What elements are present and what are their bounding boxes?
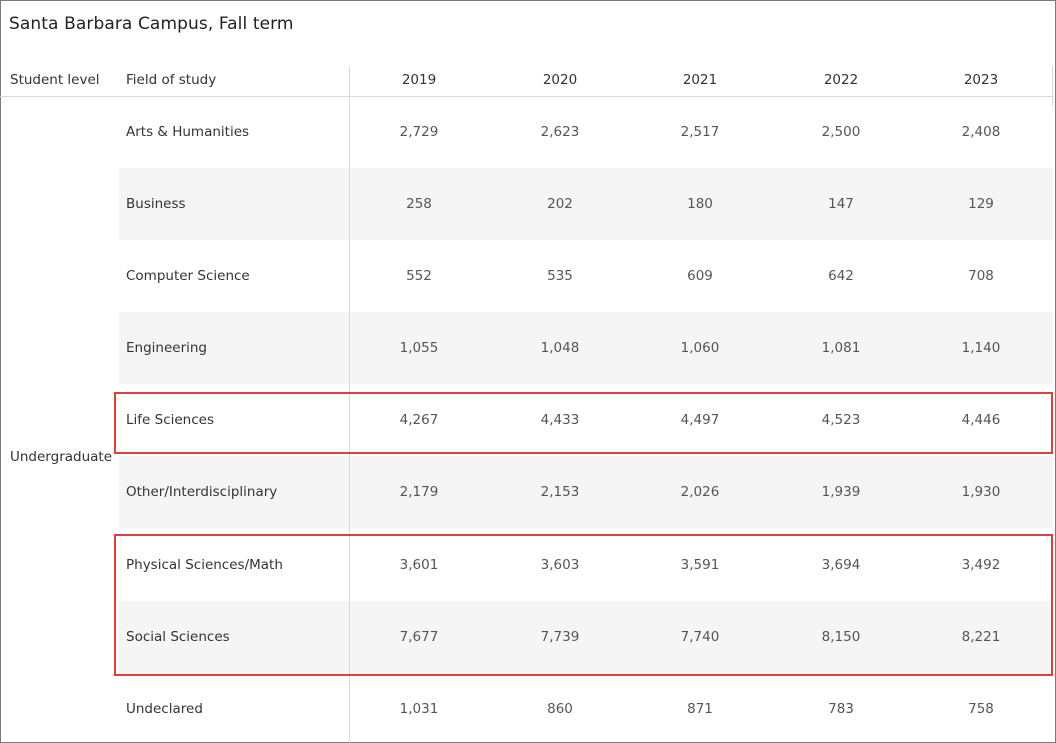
- cell-value[interactable]: 7,739: [540, 629, 580, 645]
- cell-value[interactable]: 609: [687, 268, 713, 284]
- field-social-sciences[interactable]: Social Sciences: [126, 629, 230, 645]
- field-computer-science[interactable]: Computer Science: [126, 268, 250, 284]
- cell-value[interactable]: 4,446: [961, 412, 1001, 428]
- cell-value[interactable]: 3,694: [821, 557, 861, 573]
- cell-value[interactable]: 8,221: [961, 629, 1001, 645]
- cell-value[interactable]: 3,601: [399, 557, 439, 573]
- cell-value[interactable]: 1,031: [399, 701, 439, 717]
- field-undeclared[interactable]: Undeclared: [126, 701, 203, 717]
- cell-value[interactable]: 3,492: [961, 557, 1001, 573]
- cell-value[interactable]: 1,060: [680, 340, 720, 356]
- cell-value[interactable]: 3,603: [540, 557, 580, 573]
- cell-value[interactable]: 4,267: [399, 412, 439, 428]
- cell-value[interactable]: 4,433: [540, 412, 580, 428]
- header-field-of-study[interactable]: Field of study: [126, 72, 217, 88]
- field-engineering[interactable]: Engineering: [126, 340, 207, 356]
- cell-value[interactable]: 1,140: [961, 340, 1001, 356]
- cell-value[interactable]: 7,740: [680, 629, 720, 645]
- table-title: Santa Barbara Campus, Fall term: [9, 14, 294, 34]
- cell-value[interactable]: 2,026: [680, 484, 720, 500]
- cell-value[interactable]: 1,939: [821, 484, 861, 500]
- cell-value[interactable]: 258: [406, 196, 432, 212]
- cell-value[interactable]: 783: [828, 701, 854, 717]
- header-student-level[interactable]: Student level: [10, 72, 100, 88]
- cell-value[interactable]: 4,497: [680, 412, 720, 428]
- cell-value[interactable]: 1,930: [961, 484, 1001, 500]
- cell-value[interactable]: 2,729: [399, 124, 439, 140]
- row-shade: [119, 168, 1053, 240]
- cell-value[interactable]: 180: [687, 196, 713, 212]
- row-shade: [119, 312, 1053, 384]
- cell-value[interactable]: 202: [547, 196, 573, 212]
- cell-value[interactable]: 2,408: [961, 124, 1001, 140]
- cell-value[interactable]: 2,623: [540, 124, 580, 140]
- header-year-2023[interactable]: 2023: [963, 72, 999, 88]
- cell-value[interactable]: 1,081: [821, 340, 861, 356]
- cell-value[interactable]: 642: [828, 268, 854, 284]
- column-divider: [349, 66, 350, 743]
- cell-value[interactable]: 1,048: [540, 340, 580, 356]
- cell-value[interactable]: 7,677: [399, 629, 439, 645]
- cell-value[interactable]: 147: [828, 196, 854, 212]
- cell-value[interactable]: 871: [687, 701, 713, 717]
- header-year-2022[interactable]: 2022: [823, 72, 859, 88]
- header-year-2020[interactable]: 2020: [542, 72, 578, 88]
- cell-value[interactable]: 1,055: [399, 340, 439, 356]
- cell-value[interactable]: 758: [968, 701, 994, 717]
- cell-value[interactable]: 8,150: [821, 629, 861, 645]
- cell-value[interactable]: 552: [406, 268, 432, 284]
- header-year-2021[interactable]: 2021: [682, 72, 718, 88]
- row-shade: [119, 601, 1053, 673]
- field-business[interactable]: Business: [126, 196, 186, 212]
- field-physical-sciences-math[interactable]: Physical Sciences/Math: [126, 557, 283, 573]
- cell-value[interactable]: 2,153: [540, 484, 580, 500]
- cell-value[interactable]: 3,591: [680, 557, 720, 573]
- cell-value[interactable]: 535: [547, 268, 573, 284]
- field-life-sciences[interactable]: Life Sciences: [126, 412, 214, 428]
- cell-value[interactable]: 2,517: [680, 124, 720, 140]
- cell-value[interactable]: 2,500: [821, 124, 861, 140]
- header-divider: [0, 96, 1054, 97]
- scroll-edge: [1052, 66, 1053, 106]
- cell-value[interactable]: 2,179: [399, 484, 439, 500]
- student-level-undergraduate[interactable]: Undergraduate: [10, 449, 113, 465]
- cell-value[interactable]: 129: [968, 196, 994, 212]
- field-other-interdisciplinary[interactable]: Other/Interdisciplinary: [126, 484, 278, 500]
- row-shade: [119, 456, 1053, 528]
- header-year-2019[interactable]: 2019: [401, 72, 437, 88]
- cell-value[interactable]: 860: [547, 701, 573, 717]
- cell-value[interactable]: 4,523: [821, 412, 861, 428]
- field-arts-humanities[interactable]: Arts & Humanities: [126, 124, 250, 140]
- cell-value[interactable]: 708: [968, 268, 994, 284]
